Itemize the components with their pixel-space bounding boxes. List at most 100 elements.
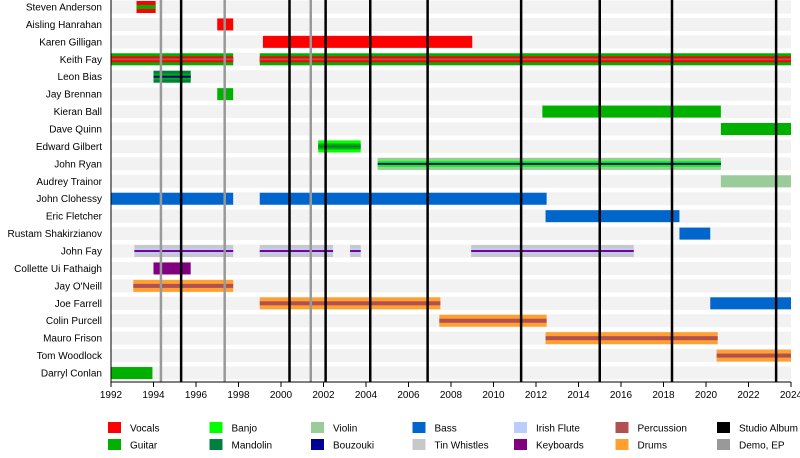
member-label: Keith Fay <box>60 55 102 66</box>
member-label: Aisling Hanrahan <box>26 20 102 31</box>
legend-label: Keyboards <box>536 441 584 452</box>
member-label: Jay O'Neill <box>55 281 102 292</box>
member-label: Dave Quinn <box>49 125 102 136</box>
legend-label: Tin Whistles <box>435 441 489 452</box>
x-tick-label: 2006 <box>397 390 420 401</box>
legend-swatch <box>615 422 629 433</box>
member-bar-percussion <box>259 58 791 61</box>
x-tick-label: 2002 <box>312 390 335 401</box>
x-tick-label: 2008 <box>440 390 463 401</box>
x-tick-label: 1998 <box>227 390 250 401</box>
legend-swatch <box>412 422 426 433</box>
row-band <box>111 227 791 241</box>
member-bar-bass <box>259 192 547 205</box>
legend-label: Vocals <box>130 424 159 435</box>
member-label: Eric Fletcher <box>46 212 103 223</box>
legend-label: Bouzouki <box>333 441 374 452</box>
legend-label: Guitar <box>130 441 158 452</box>
row-band <box>111 70 791 84</box>
row-band <box>111 139 791 153</box>
member-bar-keyboards <box>134 250 234 253</box>
member-bar-percussion <box>545 336 718 341</box>
member-label: Colin Purcell <box>46 316 102 327</box>
member-label: Jay Brennan <box>46 90 102 101</box>
member-label: Joe Farrell <box>55 299 102 310</box>
member-bar-percussion <box>439 318 547 323</box>
legend-swatch <box>412 439 426 450</box>
member-label: Kieran Ball <box>54 107 102 118</box>
legend-swatch <box>717 422 730 433</box>
member-bar-guitar <box>136 5 156 9</box>
member-bar-bass <box>710 297 791 310</box>
x-tick-label: 2004 <box>355 390 378 401</box>
x-tick-label: 2000 <box>270 390 293 401</box>
member-bar-guitar <box>542 105 721 118</box>
legend-swatch <box>514 439 527 450</box>
member-bar-bouzouki <box>153 75 191 78</box>
member-label: John Fay <box>61 247 102 258</box>
x-tick-label: 2016 <box>610 390 633 401</box>
x-tick-label: 2014 <box>567 390 590 401</box>
legend-label: Violin <box>333 424 357 435</box>
member-bar-percussion <box>259 301 441 306</box>
legend-swatch <box>717 439 730 450</box>
row-band <box>111 279 791 293</box>
legend-label: Irish Flute <box>536 424 580 435</box>
member-label: Mauro Frison <box>43 334 102 345</box>
row-band <box>111 174 791 188</box>
legend-label: Drums <box>638 441 667 452</box>
legend-label: Demo, EP <box>739 441 785 452</box>
member-label: Tom Woodlock <box>37 351 103 362</box>
row-band <box>111 366 791 380</box>
row-band <box>111 122 791 136</box>
member-bar-bass <box>545 210 680 223</box>
legend-swatch <box>209 422 223 433</box>
member-bar-percussion <box>716 353 791 358</box>
member-label: John Clohessy <box>36 194 102 205</box>
member-bar-violin <box>720 175 791 188</box>
member-bar-keyboards <box>350 250 361 253</box>
x-tick-label: 2024 <box>780 390 800 401</box>
legend-label: Percussion <box>638 424 687 435</box>
member-label: Audrey Trainor <box>36 177 102 188</box>
x-tick-label: 1992 <box>100 390 123 401</box>
member-label: Collette Ui Fathaigh <box>14 264 102 275</box>
member-bar-keyboards <box>471 250 634 253</box>
member-bar-keyboards <box>259 250 334 253</box>
row-band <box>111 261 791 275</box>
legend-label: Banjo <box>232 424 258 435</box>
legend-swatch <box>108 422 121 433</box>
row-band <box>111 296 791 310</box>
row-band <box>111 17 791 31</box>
member-label: Karen Gilligan <box>39 37 102 48</box>
row-band <box>111 0 791 14</box>
legend-swatch <box>108 439 121 450</box>
row-band <box>111 87 791 101</box>
legend-swatch <box>209 439 223 450</box>
member-label: Edward Gilbert <box>36 142 102 153</box>
member-bar-percussion <box>111 58 234 61</box>
member-bar-guitar <box>111 367 153 380</box>
legend-label: Studio Album <box>739 424 798 435</box>
member-bar-vocals <box>262 35 473 48</box>
legend-label: Bass <box>435 424 457 435</box>
member-bar-mandolin <box>318 145 361 148</box>
x-tick-label: 2020 <box>695 390 718 401</box>
x-tick-label: 2010 <box>482 390 505 401</box>
member-label: John Ryan <box>54 159 102 170</box>
member-label: Leon Bias <box>58 72 102 83</box>
member-bar-guitar <box>720 123 791 136</box>
member-label: Darryl Conlan <box>41 369 102 380</box>
member-label: Steven Anderson <box>26 3 102 14</box>
legend-swatch <box>615 439 629 450</box>
x-tick-label: 2012 <box>525 390 548 401</box>
legend-swatch <box>311 422 324 433</box>
member-label: Rustam Shakirzianov <box>8 229 102 240</box>
row-band <box>111 349 791 363</box>
legend-label: Mandolin <box>232 441 273 452</box>
member-bar-percussion <box>133 283 234 288</box>
member-bar-keyboards <box>153 262 191 275</box>
x-tick-label: 1994 <box>142 390 165 401</box>
